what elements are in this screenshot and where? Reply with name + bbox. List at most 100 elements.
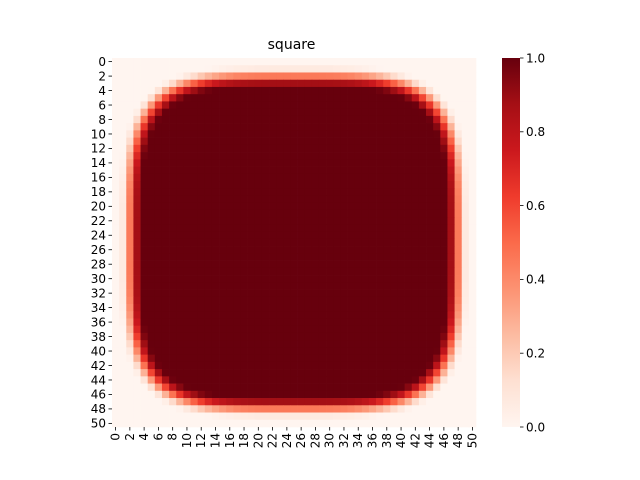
heatmap-cell — [404, 86, 413, 95]
heatmap-cell — [368, 347, 377, 355]
heatmap-cell — [161, 115, 170, 124]
heatmap-cell — [418, 289, 427, 298]
heatmap-cell — [283, 325, 291, 334]
heatmap-cell — [204, 144, 213, 153]
heatmap-cell — [226, 195, 234, 204]
heatmap-cell — [361, 123, 370, 131]
heatmap-cell — [440, 253, 448, 261]
heatmap-cell — [254, 419, 263, 428]
heatmap-cell — [190, 115, 198, 124]
heatmap-cell — [461, 130, 470, 138]
heatmap-cell — [254, 65, 263, 73]
heatmap-cell — [112, 195, 120, 204]
heatmap-cell — [311, 304, 320, 312]
heatmap-cell — [376, 202, 384, 211]
heatmap-cell — [468, 361, 477, 370]
heatmap-cell — [290, 275, 298, 283]
heatmap-cell — [112, 209, 120, 218]
heatmap-cell — [376, 188, 384, 196]
heatmap-cell — [119, 383, 127, 392]
heatmap-cell — [376, 166, 384, 175]
heatmap-cell — [368, 390, 377, 399]
heatmap-cell — [197, 412, 206, 421]
heatmap-cell — [361, 318, 370, 327]
heatmap-cell — [254, 376, 263, 384]
heatmap-cell — [454, 188, 463, 196]
heatmap-cell — [433, 398, 441, 406]
heatmap-cell — [233, 390, 241, 399]
heatmap-cell — [461, 173, 470, 182]
heatmap-cell — [447, 253, 455, 261]
heatmap-cell — [383, 253, 391, 261]
heatmap-cell — [426, 231, 434, 240]
heatmap-cell — [468, 65, 477, 73]
heatmap-cell — [354, 217, 363, 225]
heatmap-cell — [447, 108, 455, 117]
heatmap-cell — [161, 412, 170, 421]
heatmap-cell — [361, 246, 370, 254]
heatmap-cell — [361, 289, 370, 298]
heatmap-cell — [112, 65, 120, 73]
heatmap-cell — [176, 166, 184, 175]
heatmap-cell — [211, 202, 220, 211]
heatmap-cell — [147, 275, 156, 283]
heatmap-cell — [390, 296, 398, 305]
heatmap-cell — [190, 181, 198, 189]
heatmap-cell — [454, 275, 463, 283]
heatmap-cell — [254, 58, 263, 66]
heatmap-cell — [326, 115, 334, 124]
heatmap-cell — [176, 101, 184, 109]
heatmap-cell — [333, 115, 341, 124]
heatmap-cell — [454, 115, 463, 124]
heatmap-cell — [333, 376, 341, 384]
heatmap-cell — [290, 260, 298, 269]
heatmap-cell — [176, 159, 184, 167]
heatmap-cell — [240, 217, 248, 225]
heatmap-cell — [147, 108, 156, 117]
heatmap-cell — [283, 159, 291, 167]
heatmap-cell — [133, 325, 141, 334]
heatmap-cell — [169, 159, 177, 167]
heatmap-cell — [211, 390, 220, 399]
heatmap-cell — [354, 405, 363, 413]
heatmap-cell — [211, 166, 220, 175]
heatmap-cell — [361, 412, 370, 421]
heatmap-cell — [383, 405, 391, 413]
heatmap-cell — [147, 79, 156, 88]
heatmap-cell — [197, 304, 206, 312]
heatmap-cell — [426, 246, 434, 254]
heatmap-cell — [318, 253, 327, 261]
heatmap-cell — [468, 376, 477, 384]
heatmap-cell — [454, 419, 463, 428]
heatmap-cell — [447, 390, 455, 399]
heatmap-cell — [126, 209, 134, 218]
heatmap-cell — [247, 58, 256, 66]
x-tick-label: 26 — [294, 433, 308, 448]
heatmap-cell — [383, 419, 391, 428]
heatmap-cell — [397, 260, 405, 269]
heatmap-cell — [340, 354, 348, 363]
heatmap-cell — [418, 390, 427, 399]
heatmap-cell — [454, 238, 463, 247]
heatmap-cell — [190, 166, 198, 175]
heatmap-cell — [426, 58, 434, 66]
heatmap-cell — [161, 238, 170, 247]
heatmap-cell — [219, 224, 227, 232]
heatmap-cell — [426, 390, 434, 399]
heatmap-cell — [133, 260, 141, 269]
heatmap-cell — [147, 311, 156, 319]
heatmap-cell — [297, 166, 306, 175]
heatmap-cell — [326, 361, 334, 370]
heatmap-cell — [197, 188, 206, 196]
heatmap-cell — [290, 72, 298, 81]
heatmap-cell — [376, 115, 384, 124]
heatmap-cell — [204, 246, 213, 254]
heatmap-cell — [383, 181, 391, 189]
heatmap-cell — [304, 383, 313, 392]
heatmap-cell — [140, 289, 149, 298]
heatmap-cell — [276, 275, 284, 283]
heatmap-cell — [211, 108, 220, 117]
heatmap-cell — [318, 130, 327, 138]
heatmap-cell — [226, 296, 234, 305]
heatmap-cell — [354, 58, 363, 66]
